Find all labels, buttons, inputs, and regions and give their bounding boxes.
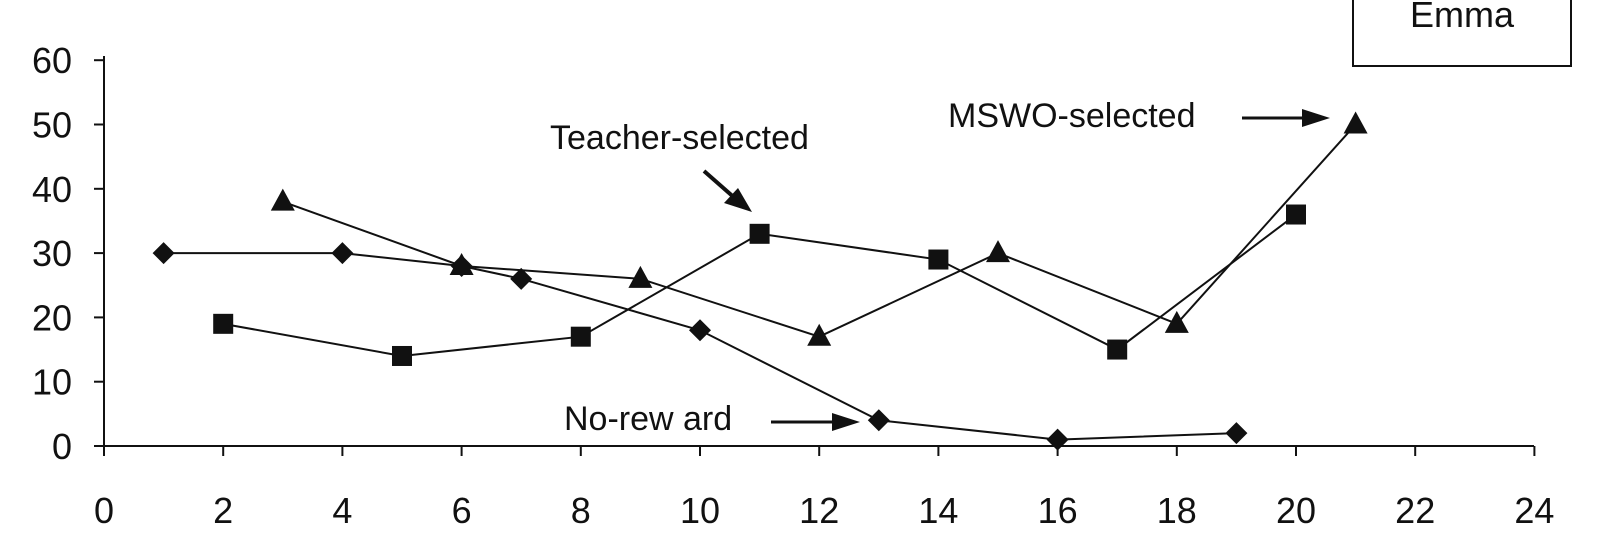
data-point-diamond	[1046, 428, 1069, 451]
chart-title: Emma	[1410, 0, 1515, 35]
chart-title-frame	[1352, 0, 1572, 67]
data-point-triangle	[628, 265, 653, 288]
data-point-diamond	[152, 242, 175, 265]
arrow-no-reward	[771, 413, 860, 431]
axes	[103, 56, 1534, 447]
x-tick-label: 22	[1395, 490, 1435, 531]
data-point-diamond	[689, 319, 711, 342]
data-point-square	[1286, 204, 1306, 225]
series-layer	[152, 111, 1368, 451]
x-tick-label: 4	[332, 490, 352, 531]
x-tick-label: 12	[799, 490, 839, 531]
annotations: Teacher-selected MSWO-selected No-rew ar…	[550, 97, 1330, 438]
arrow-mswo-selected	[1242, 109, 1330, 127]
y-tick-label: 60	[32, 40, 72, 81]
data-point-triangle	[807, 323, 832, 346]
y-tick-label: 50	[32, 105, 72, 146]
x-tick-label: 14	[918, 490, 958, 531]
x-tick-label: 16	[1038, 490, 1078, 531]
series-teacher-selected	[213, 204, 1306, 366]
data-point-square	[1107, 339, 1128, 360]
annotation-mswo-selected: MSWO-selected	[948, 97, 1196, 135]
y-ticks: 0 10 20 30 40 50 60	[32, 40, 104, 467]
data-point-square	[570, 326, 591, 347]
data-point-diamond	[1225, 422, 1248, 445]
data-point-triangle	[986, 240, 1010, 263]
data-point-diamond	[331, 242, 354, 265]
x-tick-label: 6	[452, 490, 472, 531]
y-tick-label: 20	[32, 297, 72, 338]
y-tick-label: 40	[32, 169, 72, 210]
y-tick-label: 0	[52, 426, 72, 467]
y-tick-label: 10	[32, 362, 72, 403]
data-point-diamond	[510, 267, 533, 290]
x-tick-label: 20	[1276, 490, 1316, 531]
x-ticks: 0 2 4 6 8 10 12 14 16 18 20 22 24	[94, 446, 1554, 531]
series-mswo-selected	[270, 111, 1368, 346]
annotation-no-reward: No-rew ard	[564, 400, 732, 438]
arrow-teacher-selected	[702, 169, 752, 212]
series-line-mswo-selected	[282, 123, 1357, 338]
data-point-triangle	[449, 252, 474, 275]
chart-title-box: Emma	[1352, 0, 1572, 67]
data-point-square	[392, 345, 412, 366]
x-tick-label: 24	[1514, 490, 1554, 531]
x-tick-label: 18	[1157, 490, 1197, 531]
x-tick-label: 2	[213, 490, 233, 531]
data-point-triangle	[270, 188, 295, 211]
x-tick-label: 10	[680, 490, 720, 531]
data-point-triangle	[1164, 310, 1189, 333]
data-point-diamond	[867, 409, 890, 432]
x-tick-label: 0	[94, 490, 114, 531]
data-point-triangle	[1343, 111, 1368, 134]
data-point-square	[213, 313, 234, 334]
x-tick-label: 8	[571, 490, 591, 531]
annotation-teacher-selected: Teacher-selected	[550, 119, 809, 157]
data-point-square	[928, 249, 949, 270]
series-line-no-reward	[163, 252, 1237, 441]
y-tick-label: 30	[32, 233, 72, 274]
data-point-square	[749, 223, 770, 244]
